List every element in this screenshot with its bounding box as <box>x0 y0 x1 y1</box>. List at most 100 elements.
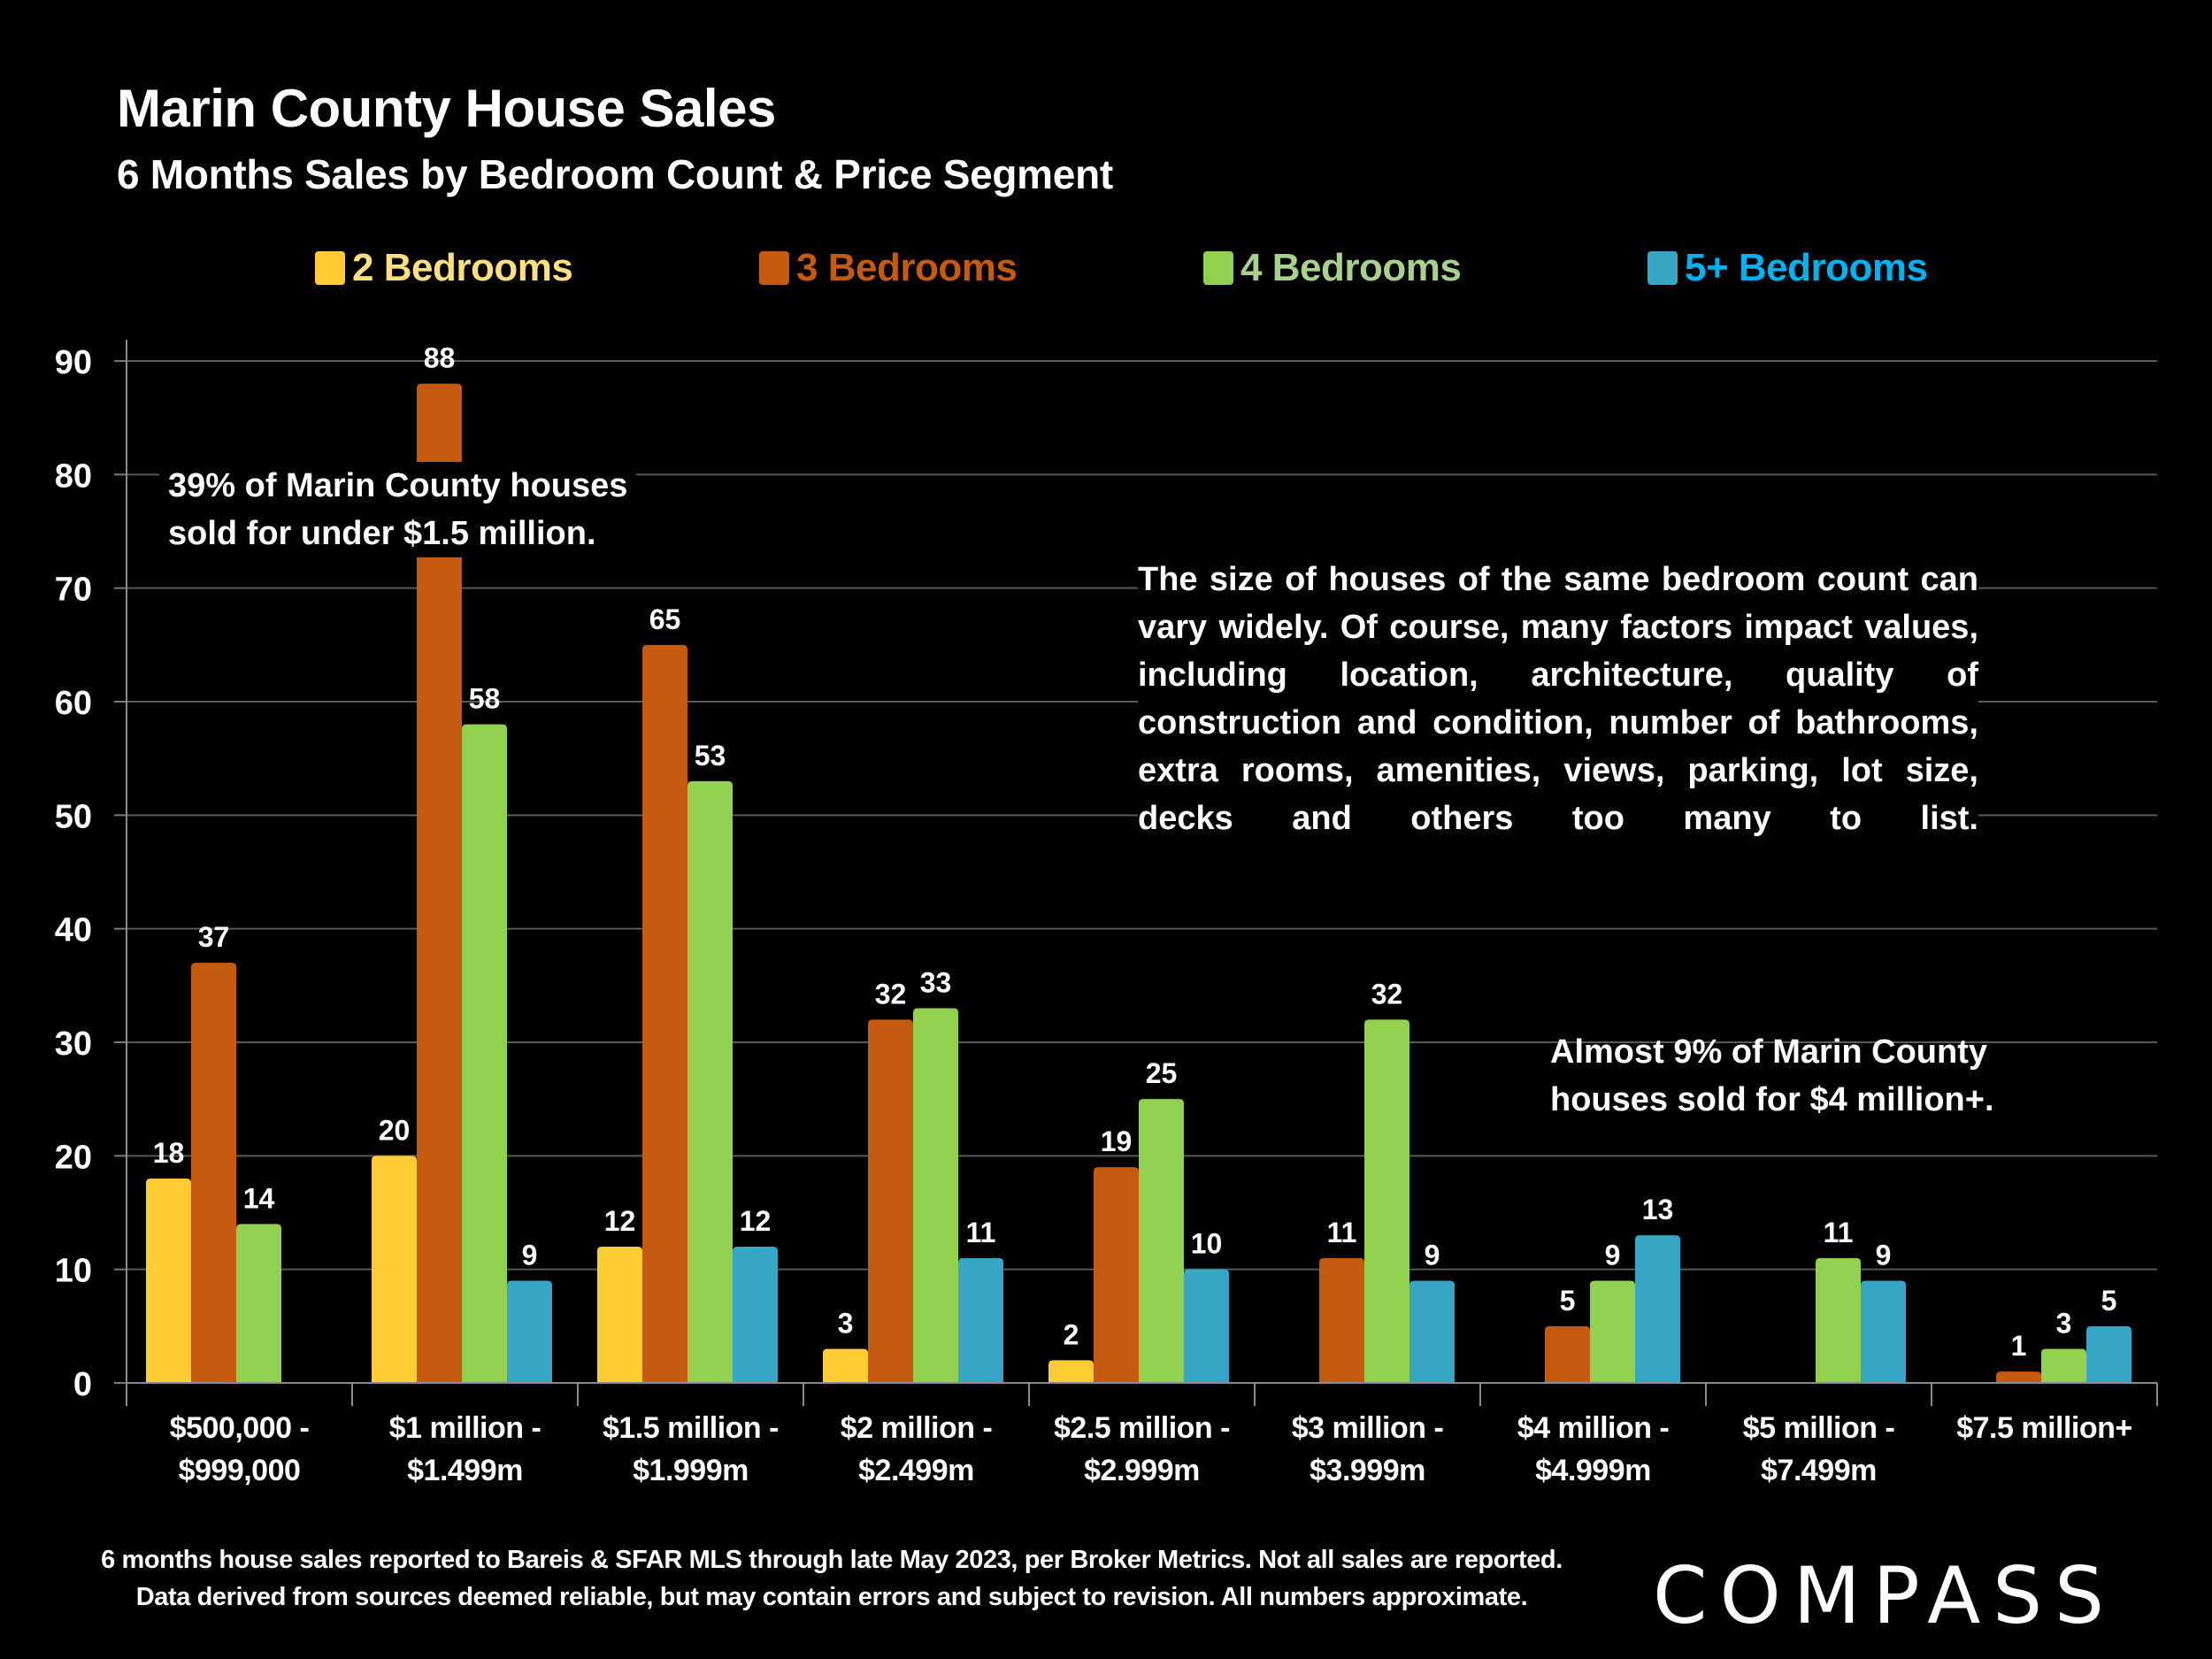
annotation-4m-plus: Almost 9% of Marin County houses sold fo… <box>1550 1028 1994 1124</box>
bar <box>1409 1280 1455 1383</box>
bar <box>1364 1019 1409 1383</box>
x-category-label: $1.499m <box>407 1454 523 1487</box>
bar <box>191 963 236 1383</box>
bar <box>417 383 462 1384</box>
y-tick-label: 0 <box>73 1366 92 1403</box>
footer-line-1: 6 months house sales reported to Bareis … <box>101 1546 1563 1574</box>
data-label: 9 <box>1425 1240 1440 1271</box>
data-label: 11 <box>1824 1217 1854 1248</box>
bar <box>597 1247 642 1383</box>
data-label: 10 <box>1191 1228 1223 1260</box>
legend-swatch-3-bedrooms <box>759 251 789 285</box>
data-label: 9 <box>1605 1240 1621 1271</box>
annotation-under-1-5m-line-1: 39% of Marin County houses <box>168 467 628 504</box>
bar <box>1094 1167 1139 1383</box>
x-category-label: $7.5 million+ <box>1956 1411 2132 1445</box>
chart-legend: 2 Bedrooms 3 Bedrooms 4 Bedrooms 5+ Bedr… <box>0 246 2212 299</box>
bar <box>236 1224 281 1383</box>
data-label: 25 <box>1146 1057 1178 1089</box>
footer-disclaimer: 6 months house sales reported to Bareis … <box>35 1541 1628 1616</box>
data-label: 14 <box>243 1182 275 1214</box>
bar <box>1816 1257 1861 1383</box>
x-category-label: $5 million - <box>1743 1411 1895 1445</box>
x-category-label: $3.999m <box>1310 1454 1425 1487</box>
x-category-label: $4 million - <box>1517 1411 1670 1445</box>
x-category-label: $3 million - <box>1292 1411 1444 1445</box>
y-tick-label: 20 <box>55 1139 92 1176</box>
x-category-label: $4.999m <box>1535 1454 1651 1487</box>
legend-label-4-bedrooms: 4 Bedrooms <box>1240 246 1462 289</box>
data-label: 19 <box>1101 1125 1133 1157</box>
bar <box>687 780 733 1383</box>
bar <box>2041 1348 2086 1383</box>
y-tick-label: 40 <box>55 912 92 949</box>
legend-label-3-bedrooms: 3 Bedrooms <box>796 246 1018 289</box>
bar <box>146 1179 191 1383</box>
bar <box>1635 1235 1680 1383</box>
bar <box>1545 1325 1590 1383</box>
bar <box>1319 1257 1364 1383</box>
bar <box>733 1247 778 1383</box>
data-label: 5 <box>1560 1285 1576 1317</box>
data-label: 20 <box>379 1114 411 1146</box>
legend-label-2-bedrooms: 2 Bedrooms <box>352 246 573 289</box>
y-tick-label: 30 <box>55 1025 92 1063</box>
data-label: 65 <box>649 603 681 635</box>
data-label: 12 <box>604 1205 636 1237</box>
annotation-house-size-note: The size of houses of the same bedroom c… <box>1138 556 1978 842</box>
data-label: 9 <box>522 1240 538 1271</box>
data-label: 11 <box>966 1217 996 1248</box>
chart-subtitle: 6 Months Sales by Bedroom Count & Price … <box>117 151 1113 197</box>
annotation-4m-plus-line-2: houses sold for $4 million+. <box>1550 1081 1994 1118</box>
data-label: 13 <box>1642 1194 1674 1225</box>
bar <box>1590 1280 1635 1383</box>
data-label: 32 <box>1371 978 1403 1010</box>
data-label: 18 <box>153 1137 185 1169</box>
data-label: 32 <box>875 978 907 1010</box>
bar <box>823 1348 868 1383</box>
data-label: 12 <box>740 1205 772 1237</box>
legend-swatch-2-bedrooms <box>315 251 345 285</box>
y-tick-label: 10 <box>55 1253 92 1290</box>
bar <box>372 1156 417 1383</box>
bar <box>913 1008 958 1383</box>
bar <box>958 1257 1003 1383</box>
bar <box>868 1019 913 1383</box>
y-tick-label: 70 <box>55 572 92 609</box>
data-label: 9 <box>1876 1240 1892 1271</box>
data-label: 33 <box>920 967 952 999</box>
x-category-label: $999,000 <box>179 1454 301 1487</box>
data-label: 5 <box>2101 1285 2117 1317</box>
y-tick-label: 60 <box>55 685 92 722</box>
data-label: 37 <box>198 921 230 953</box>
bar <box>1139 1099 1184 1383</box>
x-category-label: $1 million - <box>389 1411 541 1445</box>
legend-item-2-bedrooms: 2 Bedrooms <box>315 246 573 290</box>
annotation-4m-plus-line-1: Almost 9% of Marin County <box>1550 1033 1988 1071</box>
x-category-label: $500,000 - <box>170 1411 310 1445</box>
data-label: 3 <box>2056 1308 2072 1340</box>
bar <box>507 1280 552 1383</box>
legend-item-5-plus-bedrooms: 5+ Bedrooms <box>1647 246 1928 290</box>
bar <box>462 724 507 1383</box>
chart-title: Marin County House Sales <box>117 79 776 138</box>
annotation-under-1-5m: 39% of Marin County houses sold for unde… <box>159 462 637 557</box>
y-tick-label: 80 <box>55 457 92 495</box>
bar <box>1184 1269 1229 1383</box>
legend-item-4-bedrooms: 4 Bedrooms <box>1203 246 1462 290</box>
y-tick-label: 50 <box>55 798 92 835</box>
data-label: 58 <box>469 683 501 715</box>
data-label: 1 <box>2011 1330 2027 1362</box>
data-label: 2 <box>1064 1318 1079 1350</box>
bar <box>1996 1371 2041 1383</box>
compass-logo: COMPASS <box>1653 1550 2116 1641</box>
bar <box>1861 1280 1906 1383</box>
x-category-label: $7.499m <box>1761 1454 1877 1487</box>
x-category-label: $2.5 million - <box>1054 1411 1230 1445</box>
legend-swatch-4-bedrooms <box>1203 251 1233 285</box>
annotation-under-1-5m-line-2: sold for under $1.5 million. <box>168 515 596 552</box>
bar <box>642 644 687 1383</box>
x-category-label: $2 million - <box>841 1411 993 1445</box>
legend-item-3-bedrooms: 3 Bedrooms <box>759 246 1018 290</box>
legend-label-5-plus-bedrooms: 5+ Bedrooms <box>1685 246 1928 289</box>
